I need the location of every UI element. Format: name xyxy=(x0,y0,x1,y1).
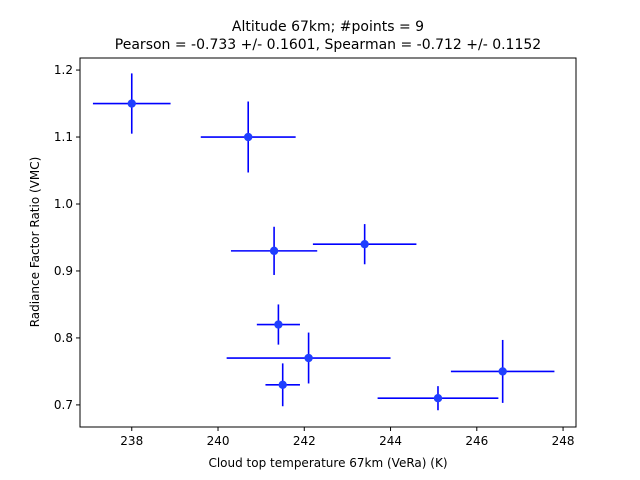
data-point xyxy=(278,380,287,390)
data-point xyxy=(498,367,507,376)
y-tick-label: 1.2 xyxy=(54,63,73,77)
y-axis-ticks: 0.7 0.8 0.9 1.0 1.1 1.2 xyxy=(54,63,80,412)
data-point xyxy=(127,99,136,108)
y-tick-label: 0.9 xyxy=(54,264,73,278)
y-tick-label: 1.0 xyxy=(54,197,73,211)
x-axis-ticks: 238 240 242 244 246 248 xyxy=(120,427,575,448)
data-point xyxy=(304,353,313,363)
x-tick-label: 238 xyxy=(120,434,143,448)
chart-title-line2: Pearson = -0.733 +/- 0.1601, Spearman = … xyxy=(115,37,541,53)
y-tick-label: 1.1 xyxy=(54,130,73,144)
y-tick-label: 0.8 xyxy=(54,331,73,345)
data-points xyxy=(127,99,507,403)
plot-frame xyxy=(79,57,577,428)
y-tick-label: 0.7 xyxy=(54,398,73,412)
x-tick-label: 244 xyxy=(379,434,402,448)
x-tick-label: 240 xyxy=(207,434,230,448)
chart-title-line1: Altitude 67km; #points = 9 xyxy=(232,19,424,35)
y-axis-label: Radiance Factor Ratio (VMC) xyxy=(28,157,42,328)
data-point xyxy=(244,132,253,142)
x-tick-label: 248 xyxy=(552,434,575,448)
x-axis-label: Cloud top temperature 67km (VeRa) (K) xyxy=(208,456,447,470)
x-tick-label: 246 xyxy=(465,434,488,448)
data-point xyxy=(269,246,279,256)
data-point xyxy=(274,320,283,329)
x-tick-label: 242 xyxy=(293,434,316,448)
data-point xyxy=(360,239,369,249)
data-point xyxy=(433,394,443,403)
